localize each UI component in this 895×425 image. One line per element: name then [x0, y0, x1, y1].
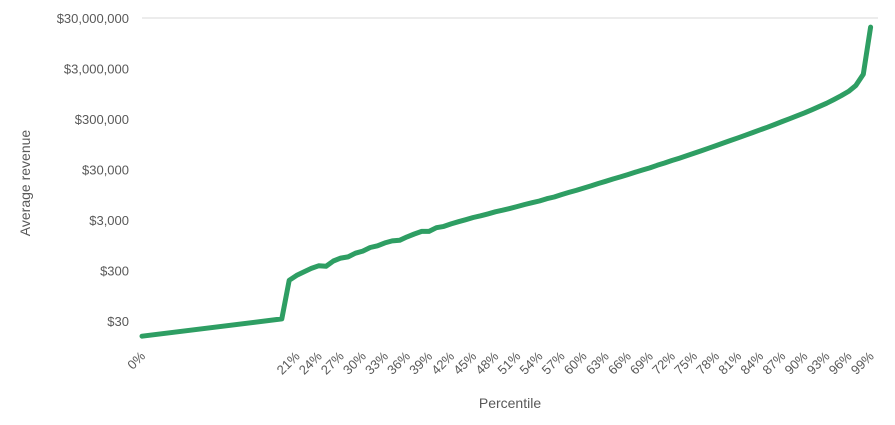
x-tick-label: 99%	[848, 348, 877, 377]
x-tick-label: 0%	[124, 348, 148, 372]
y-tick-label: $300,000	[75, 112, 129, 127]
y-tick-label: $30	[107, 314, 129, 329]
series-layer	[139, 24, 874, 339]
y-tick-label: $3,000,000	[64, 62, 129, 77]
series-line	[139, 24, 874, 339]
y-axis-tick-labels: $30 $300 $3,000 $30,000 $300,000 $3,000,000 $3…	[57, 11, 129, 329]
x-axis-tick-labels: 0% 21%24%27%30%33%36%39%42%45%48%51%54%57…	[124, 348, 877, 377]
y-tick-label: $3,000	[89, 213, 129, 228]
y-tick-label: $30,000,000	[57, 11, 129, 26]
y-axis-title: Average revenue	[17, 130, 33, 237]
x-axis-title: Percentile	[479, 395, 541, 411]
y-tick-label: $300	[100, 264, 129, 279]
y-tick-label: $30,000	[82, 163, 129, 178]
